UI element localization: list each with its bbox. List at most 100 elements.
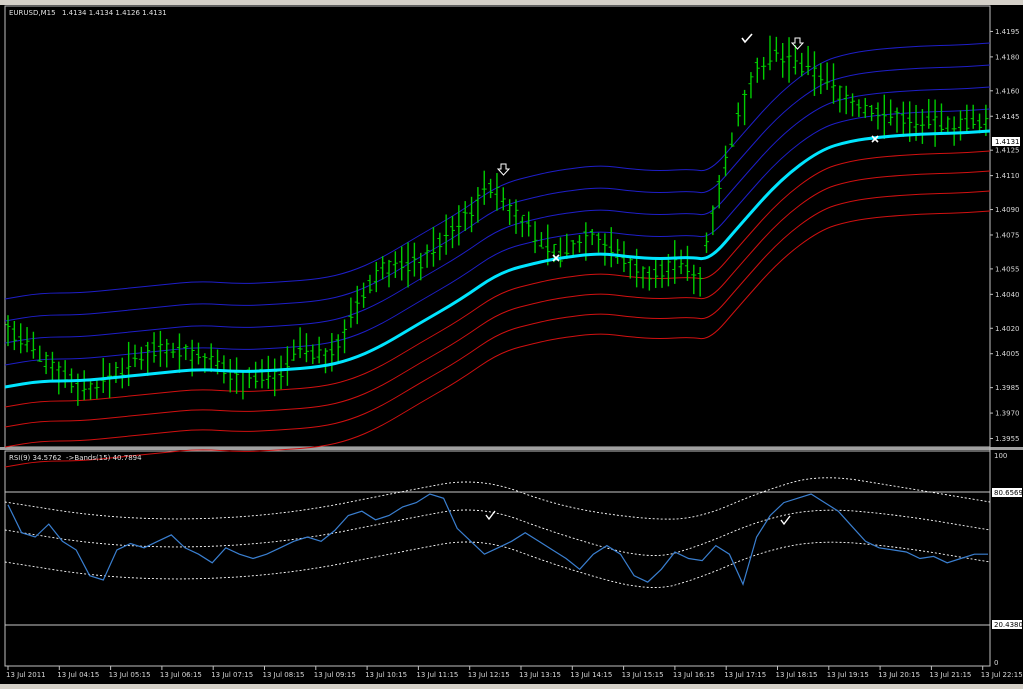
time-tick-label: 13 Jul 07:15 <box>211 671 253 679</box>
price-bar <box>519 214 525 238</box>
price-bar <box>507 199 513 225</box>
lower-band-line <box>4 190 991 448</box>
price-bar <box>462 201 468 231</box>
price-bar <box>805 45 811 76</box>
price-bar <box>138 346 144 370</box>
price-bar <box>900 101 906 137</box>
price-bar <box>786 37 792 83</box>
status-bar <box>0 684 1023 689</box>
price-bar <box>126 341 132 387</box>
rsi-scale-top: 100 <box>994 452 1007 460</box>
checkmark-icon <box>780 515 791 526</box>
price-bar <box>716 174 722 209</box>
price-bar <box>919 109 925 144</box>
price-bar <box>386 259 392 288</box>
price-bar <box>811 51 817 96</box>
price-bar <box>424 244 430 268</box>
price-bar <box>392 251 398 278</box>
price-bar <box>176 333 182 373</box>
time-tick-label: 13 Jul 15:15 <box>622 671 664 679</box>
price-bar <box>11 320 17 351</box>
price-bar <box>323 348 328 374</box>
arrow-down-icon <box>496 163 511 176</box>
price-tick-label: 1.4090 <box>995 206 1020 214</box>
price-bar <box>24 327 30 353</box>
price-bar <box>926 99 932 129</box>
price-tick-label: 1.4160 <box>995 87 1020 95</box>
price-tick-label: 1.4040 <box>995 291 1020 299</box>
rsi-line <box>7 493 988 587</box>
price-bar <box>145 341 151 376</box>
price-bar <box>570 239 576 257</box>
price-bar <box>157 330 163 367</box>
price-bar <box>342 319 348 354</box>
price-bar <box>773 36 779 62</box>
lower-band-line <box>4 170 991 428</box>
price-bar <box>278 355 284 390</box>
price-bar <box>640 266 646 289</box>
price-bar <box>253 361 259 389</box>
price-bar <box>888 99 894 126</box>
price-bar <box>43 351 49 375</box>
time-tick-label: 13 Jul 08:15 <box>263 671 305 679</box>
price-bar <box>526 211 532 237</box>
price-bar <box>589 228 595 246</box>
price-bar <box>291 339 297 361</box>
toolbar-strip <box>0 0 1023 5</box>
price-bar <box>615 239 621 264</box>
price-bar <box>94 378 100 399</box>
price-bar <box>894 107 900 133</box>
price-bar <box>488 178 494 199</box>
price-bar <box>56 361 62 395</box>
price-bar <box>361 282 367 308</box>
price-bar <box>538 232 544 249</box>
price-bar <box>208 343 214 373</box>
price-bar <box>37 345 43 362</box>
rsi-lower-level-label: 20.4380 <box>994 621 1023 629</box>
price-bar <box>354 285 360 325</box>
price-bar <box>557 237 563 268</box>
checkmark-icon <box>485 510 496 521</box>
price-bar <box>945 116 951 134</box>
price-bar <box>481 170 487 205</box>
price-bar <box>450 215 455 249</box>
price-bar <box>881 94 887 139</box>
upper-band-line <box>4 64 991 322</box>
price-bar <box>824 62 830 90</box>
rsi-bands-text: ->Bands(15) 40.7894 <box>66 454 142 462</box>
envelope-bands <box>4 42 991 468</box>
price-bar <box>742 89 748 126</box>
pane-separator[interactable] <box>0 447 1023 450</box>
price-bars <box>5 35 989 406</box>
current-price-label: 1.4131 <box>995 138 1020 146</box>
upper-band-line <box>4 42 991 300</box>
arrow-down-icon <box>790 37 805 50</box>
price-bar <box>754 57 760 83</box>
time-tick-label: 13 Jul 14:15 <box>570 671 612 679</box>
price-bar <box>964 104 970 133</box>
price-bar <box>837 85 843 113</box>
price-bar <box>970 104 976 129</box>
price-bar <box>932 99 938 147</box>
time-tick-label: 13 Jul 06:15 <box>160 671 202 679</box>
price-bar <box>684 245 690 281</box>
midline-series <box>4 129 991 389</box>
price-bar <box>259 359 265 389</box>
price-bar <box>437 232 443 261</box>
price-bar <box>564 233 570 260</box>
price-bar <box>608 227 614 268</box>
price-bar <box>456 205 462 246</box>
upper-band-line <box>4 86 991 344</box>
time-tick-label: 13 Jul 20:15 <box>878 671 920 679</box>
time-tick-label: 13 Jul 05:15 <box>109 671 151 679</box>
price-tick-label: 1.4125 <box>995 147 1020 155</box>
cross-marker-icon <box>552 254 560 262</box>
price-bar <box>748 72 754 99</box>
price-bar <box>494 173 500 211</box>
price-bar <box>469 196 475 233</box>
price-bar <box>316 336 322 364</box>
price-bar <box>170 342 176 359</box>
price-bar <box>49 351 55 382</box>
